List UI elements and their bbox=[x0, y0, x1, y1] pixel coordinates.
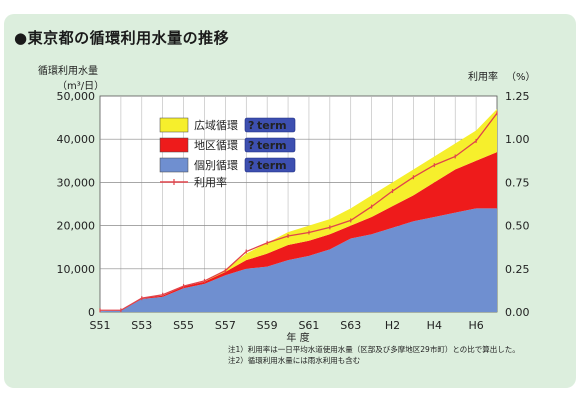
x-tick-label: H6 bbox=[468, 319, 483, 332]
y-tick-label: 50,000 bbox=[57, 90, 96, 103]
legend-label: 広域循環 bbox=[194, 119, 238, 132]
legend-label: 個別循環 bbox=[194, 159, 238, 172]
y-axis-title: 循環利用水量 bbox=[38, 64, 98, 77]
term-badge bbox=[244, 117, 296, 133]
chart-notes: 注1）利用率は一日平均水道使用水量（区部及び多摩地区29市町）との比で算出した。… bbox=[228, 344, 520, 365]
term-badge bbox=[244, 137, 296, 153]
y2-tick-label: 0.00 bbox=[505, 306, 530, 319]
chart-title: ●東京都の循環利用水量の推移 bbox=[14, 29, 230, 47]
legend-label: 利用率 bbox=[194, 175, 227, 189]
term-badge-text: term bbox=[257, 159, 287, 172]
y-tick-label: 30,000 bbox=[57, 176, 96, 189]
y-tick-label: 40,000 bbox=[57, 133, 96, 146]
x-tick-label: H2 bbox=[385, 319, 400, 332]
area-個別循環 bbox=[100, 208, 497, 312]
chart-note: 注1）利用率は一日平均水道使用水量（区部及び多摩地区29市町）との比で算出した。 bbox=[228, 344, 520, 354]
ratio-line bbox=[100, 112, 498, 311]
y2-tick-label: 1.00 bbox=[505, 133, 530, 146]
y-tick-label: 10,000 bbox=[57, 263, 96, 276]
term-badge-text: term bbox=[257, 119, 287, 132]
y-tick-label: 20,000 bbox=[57, 220, 96, 233]
term-badge-mark: ? bbox=[248, 119, 254, 132]
x-axis-title: 年 度 bbox=[286, 331, 309, 344]
axes: 0 10,000 20,000 30,000 40,000 50,000 0.00 0.25 0… bbox=[57, 90, 530, 332]
legend-label: 地区循環 bbox=[194, 139, 238, 152]
y-tick-label: 0 bbox=[88, 306, 95, 319]
term-badge-text: term bbox=[257, 139, 287, 152]
axis-labels: 循環利用水量 （m³/日） 利用率 （%） 年 度 bbox=[38, 64, 536, 344]
term-badge-mark: ? bbox=[248, 139, 254, 152]
y2-axis-title: 利用率 bbox=[468, 70, 498, 83]
x-tick-label: S57 bbox=[215, 319, 236, 332]
y-axis-unit: （m³/日） bbox=[57, 80, 104, 92]
term-badge bbox=[244, 157, 296, 173]
legend-swatch bbox=[159, 117, 189, 133]
x-tick-label: S63 bbox=[340, 319, 361, 332]
y2-tick-label: 0.75 bbox=[505, 176, 530, 189]
term-badge-mark: ? bbox=[248, 159, 254, 172]
y2-axis-unit: （%） bbox=[506, 71, 536, 83]
legend-swatch bbox=[159, 157, 189, 173]
y2-tick-label: 1.25 bbox=[505, 90, 530, 103]
x-tick-label: H4 bbox=[427, 319, 442, 332]
x-tick-label: S51 bbox=[90, 319, 111, 332]
x-tick-label: S53 bbox=[131, 319, 152, 332]
legend-swatch bbox=[159, 137, 189, 153]
y2-tick-label: 0.50 bbox=[505, 220, 530, 233]
y2-tick-label: 0.25 bbox=[505, 263, 530, 276]
chart-note: 注2）循環利用水量には雨水利用も含む bbox=[228, 355, 360, 365]
x-tick-label: S61 bbox=[298, 319, 319, 332]
x-tick-label: S59 bbox=[257, 319, 278, 332]
x-tick-label: S55 bbox=[173, 319, 194, 332]
ratio-series bbox=[99, 111, 498, 313]
area-series bbox=[100, 108, 497, 312]
